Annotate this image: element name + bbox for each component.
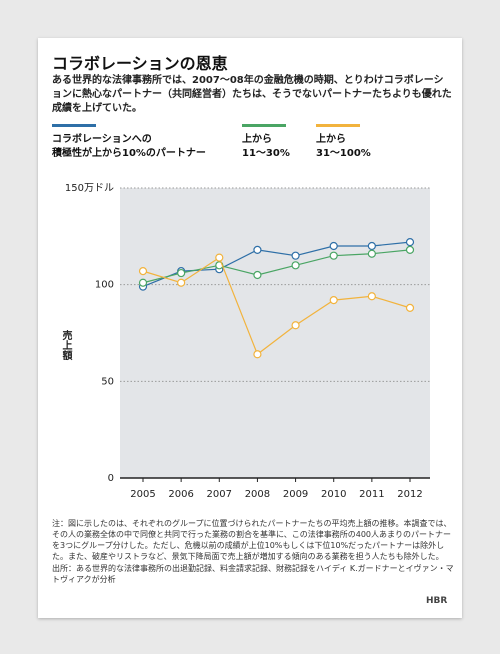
data-point	[138, 278, 148, 287]
legend-swatch	[52, 124, 96, 127]
chart: 売上額 0 50 100 150万ドル 2005 2006 2007 2008 2009 2010…	[60, 183, 430, 500]
y-tick-label: 0	[108, 473, 114, 484]
data-point	[138, 267, 148, 276]
legend-item: 上から 11～30%	[242, 124, 290, 161]
data-point	[367, 292, 376, 301]
x-tick-label: 2009	[283, 489, 308, 500]
legend-label: コラボレーションへの 積極性が上から10%のパートナー	[52, 134, 206, 159]
data-point	[329, 241, 338, 251]
data-point	[291, 251, 300, 260]
data-point	[367, 241, 376, 251]
x-tick-label: 2012	[397, 489, 422, 500]
data-point	[405, 303, 415, 312]
x-tick-label: 2010	[321, 489, 346, 500]
data-point	[215, 253, 224, 262]
logo: HBR	[426, 596, 448, 606]
x-tick-label: 2006	[168, 489, 193, 500]
y-tick-label: 150万ドル	[65, 183, 114, 194]
x-tick-label: 2011	[359, 489, 384, 500]
data-point	[367, 249, 376, 258]
x-tick-label: 2008	[245, 489, 270, 500]
data-point	[329, 296, 338, 305]
data-point	[253, 350, 262, 359]
data-point	[329, 251, 338, 260]
series-line	[142, 256, 411, 356]
legend-swatch	[316, 124, 360, 127]
legend-label: 上から 31～100%	[316, 134, 371, 159]
data-point	[291, 321, 300, 330]
data-point	[405, 238, 415, 247]
note: 注：図に示したのは、それぞれのグループに位置づけられたパートナーたちの平均売上額…	[52, 519, 452, 561]
x-tick-label: 2007	[207, 489, 232, 500]
y-axis-label: 売上額	[60, 329, 73, 361]
series-line	[142, 249, 411, 284]
data-point	[253, 245, 262, 254]
data-point	[405, 245, 415, 254]
series-line	[142, 241, 411, 288]
y-tick-label: 100	[95, 280, 114, 291]
footnote: 注：図に示したのは、それぞれのグループに位置づけられたパートナーたちの平均売上額…	[52, 518, 454, 585]
data-point	[177, 268, 186, 278]
legend-label: 上から 11～30%	[242, 134, 290, 159]
data-point	[177, 278, 186, 287]
plot-background	[120, 188, 430, 478]
legend-item: コラボレーションへの 積極性が上から10%のパートナー	[52, 124, 206, 161]
source: 出所：ある世界的な法律事務所の出退勤記録、料金請求記録、財務記録をハイディ K.…	[52, 564, 454, 584]
chart-subtitle: ある世界的な法律事務所では、2007～08年の金融危機の時期、とりわけコラボレー…	[52, 75, 452, 114]
y-tick-label: 50	[101, 376, 114, 387]
legend-swatch	[242, 124, 286, 127]
legend: コラボレーションへの 積極性が上から10%のパートナー 上から 11～30% 上から…	[52, 124, 452, 174]
data-point	[253, 270, 262, 280]
x-tick-label: 2005	[130, 489, 155, 500]
chart-title: コラボレーションの恩恵	[52, 54, 228, 73]
data-point	[291, 261, 300, 270]
legend-item: 上から 31～100%	[316, 124, 371, 161]
